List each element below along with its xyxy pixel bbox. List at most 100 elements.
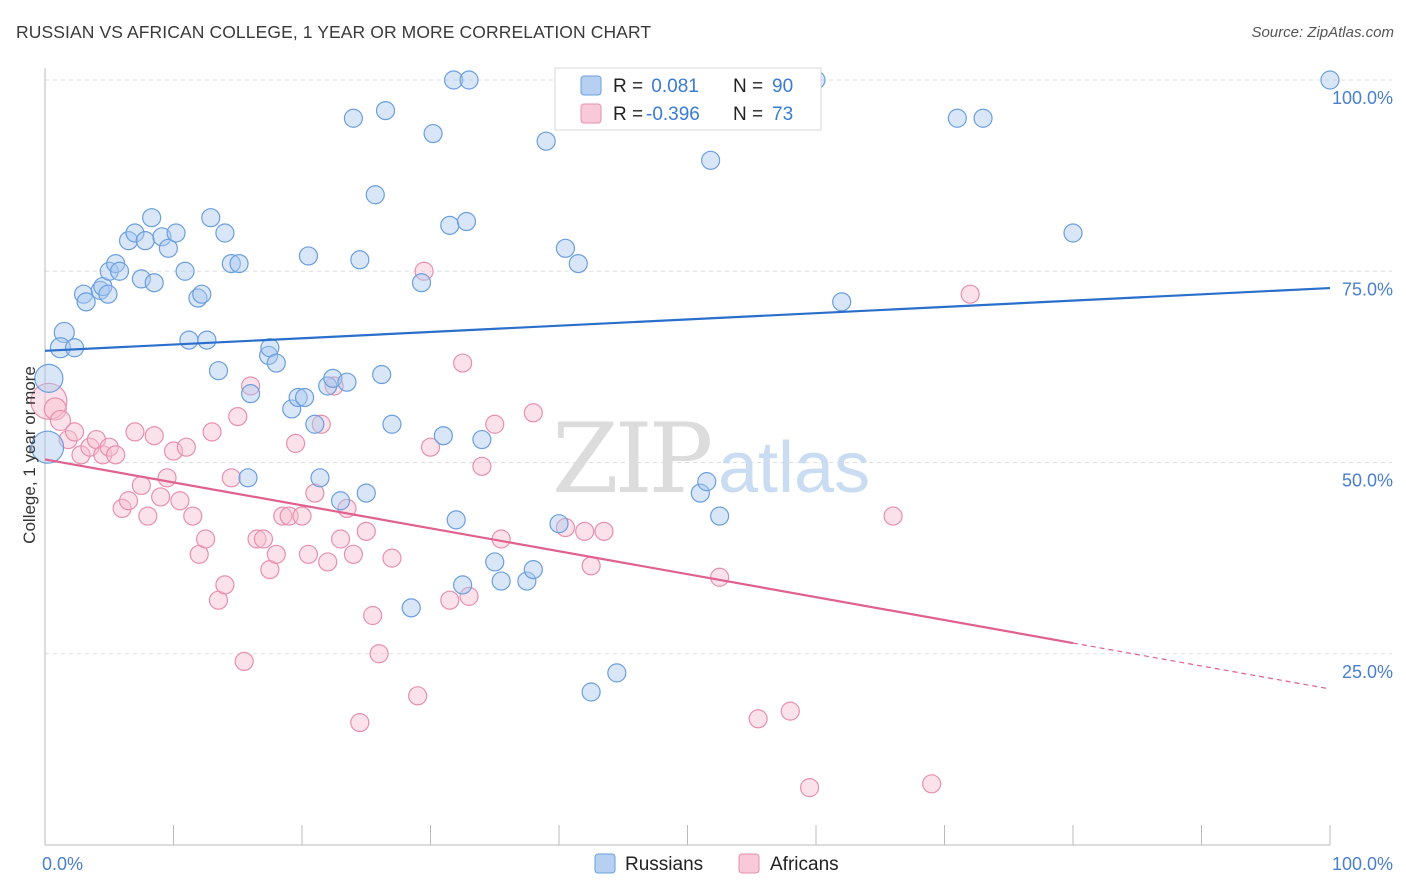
russian-point bbox=[372, 364, 392, 385]
russian-point bbox=[350, 250, 370, 270]
russian-point bbox=[581, 682, 601, 702]
watermark-zip: ZIP bbox=[552, 403, 711, 515]
russian-swatch bbox=[580, 75, 602, 96]
african-r-value: -0.396 bbox=[646, 104, 700, 125]
legend-russians-swatch bbox=[594, 853, 616, 874]
african-point bbox=[356, 521, 376, 541]
russian-point bbox=[337, 372, 357, 392]
russian-point bbox=[697, 472, 717, 492]
russian-point bbox=[49, 337, 72, 359]
russian-point bbox=[76, 292, 96, 312]
russian-point bbox=[166, 223, 186, 243]
russian-point bbox=[241, 384, 261, 404]
legend-africans-label: Africans bbox=[770, 854, 839, 875]
african-point bbox=[43, 397, 67, 421]
african-point bbox=[234, 651, 254, 672]
russian-point bbox=[356, 483, 376, 503]
trend-lines bbox=[44, 286, 1331, 690]
african-point bbox=[305, 483, 325, 503]
russian-point bbox=[152, 227, 172, 247]
russian-point bbox=[485, 552, 505, 572]
russian-points bbox=[30, 70, 1340, 702]
russian-n-value: 90 bbox=[772, 76, 793, 97]
african-point bbox=[420, 437, 441, 457]
bottom-legend: Russians Africans bbox=[594, 853, 839, 875]
russian-point bbox=[365, 185, 385, 205]
russian-point bbox=[310, 468, 330, 488]
axes bbox=[44, 68, 1331, 846]
russian-point bbox=[135, 231, 155, 251]
source-label: Source: ZipAtlas.com bbox=[1251, 24, 1394, 41]
russian-r-value: 0.081 bbox=[646, 76, 699, 97]
african-point bbox=[581, 556, 601, 576]
legend-russians-label: Russians bbox=[625, 854, 703, 875]
russian-point bbox=[459, 70, 479, 90]
african-point bbox=[196, 529, 216, 549]
african-r-label: R = bbox=[613, 104, 643, 125]
african-point bbox=[183, 506, 203, 526]
russian-point bbox=[947, 108, 967, 128]
african-point bbox=[266, 544, 286, 564]
russian-point bbox=[282, 399, 302, 419]
y-tick-label: 75.0% bbox=[1342, 279, 1393, 299]
african-point bbox=[594, 521, 614, 541]
russian-point bbox=[109, 261, 130, 281]
x-tick-label: 0.0% bbox=[42, 854, 83, 874]
african-point bbox=[575, 521, 595, 541]
russian-point bbox=[973, 108, 993, 128]
russian-point bbox=[175, 261, 195, 281]
russian-point bbox=[201, 208, 221, 228]
african-point bbox=[241, 376, 261, 396]
russian-point bbox=[34, 363, 64, 393]
russian-point bbox=[1063, 223, 1083, 243]
russian-point bbox=[221, 254, 241, 274]
russian-point bbox=[98, 284, 118, 304]
russian-point bbox=[832, 292, 852, 312]
african-point bbox=[883, 506, 903, 526]
russian-point bbox=[323, 368, 343, 388]
african-point bbox=[202, 422, 222, 442]
african-point bbox=[273, 506, 293, 526]
russian-point bbox=[607, 663, 627, 683]
russian-point bbox=[446, 510, 466, 530]
african-point bbox=[472, 456, 492, 476]
russian-point bbox=[444, 70, 464, 90]
russian-r-label: R = bbox=[613, 76, 643, 97]
african-point bbox=[151, 487, 171, 507]
russian-point bbox=[208, 361, 229, 381]
russian-point bbox=[288, 387, 308, 408]
african-point bbox=[285, 433, 306, 453]
russian-point bbox=[215, 223, 235, 243]
x-tick-labels: 0.0% 100.0% bbox=[42, 854, 1393, 874]
african-point bbox=[125, 422, 145, 442]
russian-point bbox=[549, 514, 569, 534]
russian-point bbox=[411, 273, 432, 293]
watermark-atlas: atlas bbox=[718, 428, 870, 508]
russian-point bbox=[294, 387, 315, 408]
russian-point bbox=[433, 426, 453, 446]
russian-point bbox=[266, 353, 286, 373]
russian-point bbox=[555, 238, 576, 258]
russian-point bbox=[330, 491, 351, 511]
russian-point bbox=[305, 414, 325, 434]
african-point bbox=[170, 491, 190, 511]
african-point bbox=[485, 414, 505, 434]
african-point bbox=[350, 712, 370, 733]
russian-point bbox=[258, 345, 279, 365]
african-point bbox=[49, 409, 72, 432]
stats-legend: R = 0.081 N = 90 R = -0.396 N = 73 bbox=[554, 67, 822, 131]
african-point bbox=[311, 414, 331, 434]
russian-point bbox=[472, 429, 492, 450]
russian-n-label: N = bbox=[733, 76, 763, 97]
russian-point bbox=[30, 430, 65, 464]
african-point bbox=[710, 567, 730, 587]
russian-point bbox=[382, 414, 402, 434]
african-point bbox=[157, 468, 177, 488]
african-point bbox=[960, 284, 980, 304]
african-point bbox=[330, 529, 351, 549]
russian-point bbox=[188, 288, 208, 308]
african-point bbox=[414, 261, 434, 281]
african-point bbox=[799, 778, 820, 798]
african-point bbox=[138, 506, 158, 526]
